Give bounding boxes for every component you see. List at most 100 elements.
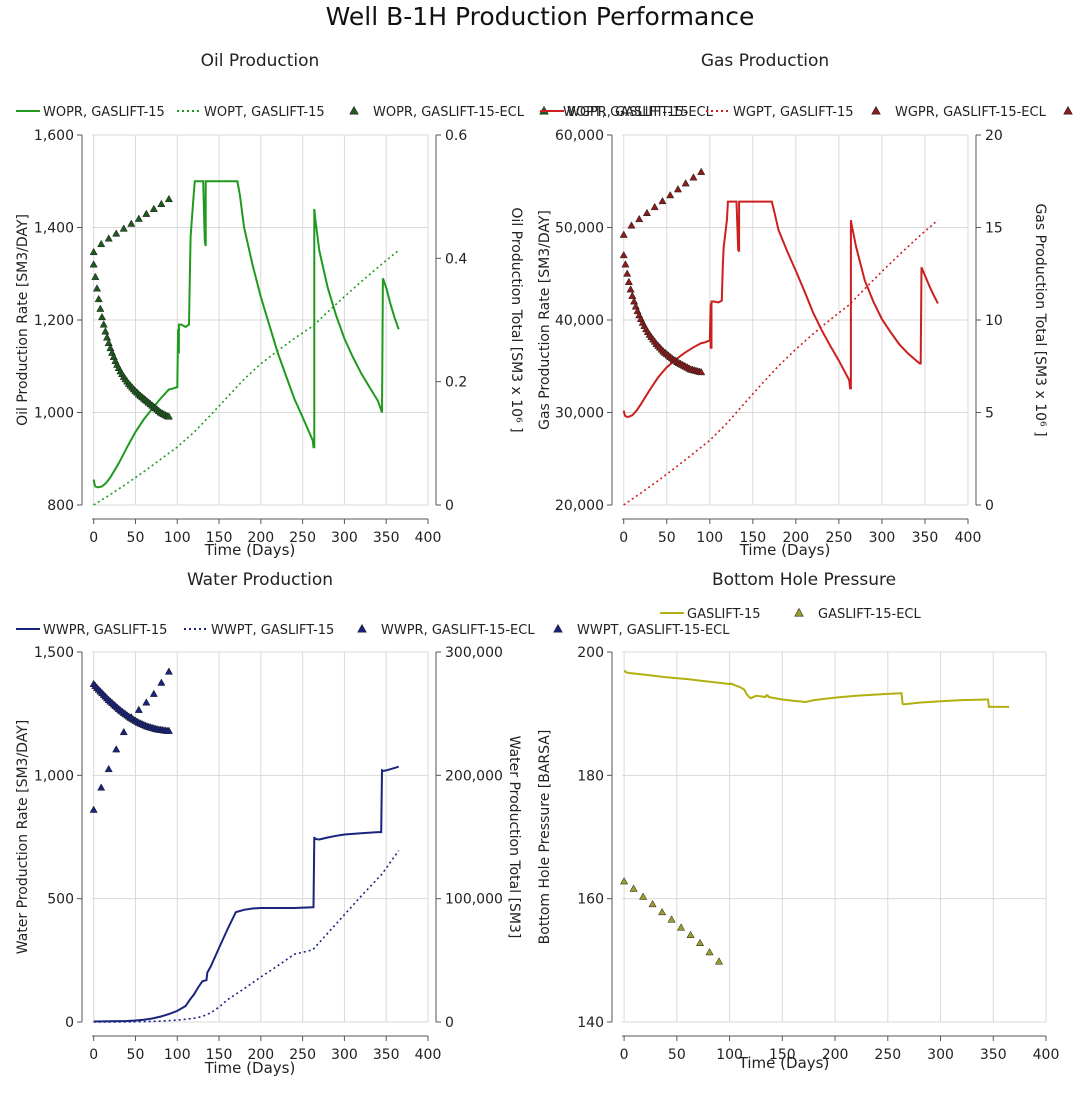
grid bbox=[92, 651, 429, 1023]
legend-marker-triangle bbox=[794, 607, 804, 617]
y-axis-label: Gas Production Rate [SM3/DAY] bbox=[537, 210, 553, 430]
legend-label: WWPT, GASLIFT-15-ECL bbox=[577, 623, 730, 638]
series-line bbox=[93, 850, 400, 1023]
legend-item: WGPT, GASLIFT-15 bbox=[706, 105, 854, 120]
legend-item: WOPR, GASLIFT-15-ECL bbox=[349, 105, 525, 120]
x-tick-label: 100 bbox=[696, 530, 723, 546]
data-point bbox=[89, 260, 98, 268]
data-point bbox=[164, 726, 173, 734]
legend-label: WOPR, GASLIFT-15-ECL bbox=[373, 105, 525, 120]
chart-bhp: Bottom Hole Pressure 0 50 100 150 200 250 300 35… bbox=[537, 570, 1059, 1072]
data-point bbox=[89, 247, 98, 256]
data-point bbox=[697, 367, 706, 376]
x-tick-label: 350 bbox=[912, 530, 939, 546]
data-point bbox=[127, 219, 136, 227]
data-point bbox=[635, 214, 644, 223]
y2-tick-label: 100,000 bbox=[445, 892, 503, 908]
legend-label: WWPR, GASLIFT-15 bbox=[43, 623, 167, 638]
x-tick-label: 250 bbox=[874, 1047, 901, 1063]
data-point bbox=[666, 190, 675, 199]
legend-label: GASLIFT-15-ECL bbox=[818, 607, 922, 622]
data-point bbox=[689, 173, 698, 181]
x-tick-label: 150 bbox=[206, 530, 233, 546]
legend-marker-triangle bbox=[1063, 105, 1073, 115]
data-point bbox=[94, 294, 103, 303]
series-WGPR, GASLIFT-15-ECL bbox=[619, 250, 706, 376]
y2-axis-label: Gas Production Total [SM3 x 10⁶ ] bbox=[1032, 203, 1048, 436]
x-tick-label: 400 bbox=[1033, 1047, 1060, 1063]
data-point bbox=[127, 713, 136, 721]
y-tick-label: 1,000 bbox=[34, 406, 74, 422]
legend-item: WGPR, GASLIFT-15-ECL bbox=[871, 105, 1047, 120]
x-tick-label: 350 bbox=[980, 1047, 1007, 1063]
y2-tick-label: 0 bbox=[445, 498, 454, 514]
legend-item: WGPR, GASLIFT-15 bbox=[540, 105, 689, 120]
data-point bbox=[619, 230, 628, 238]
data-point bbox=[681, 179, 690, 187]
data-point bbox=[705, 948, 714, 956]
data-point bbox=[164, 412, 173, 420]
legend-label: WWPT, GASLIFT-15 bbox=[211, 623, 334, 638]
data-point bbox=[642, 208, 651, 216]
data-point bbox=[157, 678, 166, 686]
legend-label: WGPR, GASLIFT-15 bbox=[567, 105, 689, 120]
chart-water: Water Production 0 50 100 150 200 250 300 350 400… bbox=[15, 570, 730, 1077]
x-tick-label: 300 bbox=[331, 530, 358, 546]
data-point bbox=[639, 892, 648, 900]
x-tick-label: 300 bbox=[331, 1047, 358, 1063]
plot-area bbox=[89, 667, 400, 1023]
data-point bbox=[104, 234, 113, 242]
data-point bbox=[101, 327, 110, 335]
y-tick-label: 50,000 bbox=[555, 221, 604, 237]
data-point bbox=[134, 214, 143, 222]
x-axis-label: Time (Days) bbox=[204, 541, 296, 559]
grid bbox=[622, 134, 969, 506]
data-point bbox=[697, 167, 706, 175]
legend-item: WOPR, GASLIFT-15 bbox=[16, 105, 165, 120]
x-tick-label: 200 bbox=[822, 1047, 849, 1063]
series-GASLIFT-15-ECL bbox=[620, 877, 724, 965]
y2-tick-label: 0.4 bbox=[445, 251, 467, 267]
data-point bbox=[142, 698, 151, 706]
y-tick-label: 800 bbox=[47, 498, 74, 514]
grid bbox=[92, 134, 429, 506]
chart-title: Water Production bbox=[187, 570, 333, 590]
series-line bbox=[624, 670, 1010, 708]
plot-area bbox=[89, 180, 400, 506]
series-WGPT, GASLIFT-15-ECL bbox=[619, 167, 706, 238]
x-tick-label: 50 bbox=[127, 1047, 145, 1063]
data-point bbox=[112, 745, 121, 753]
legend: GASLIFT-15 GASLIFT-15-ECL bbox=[660, 607, 922, 622]
series-WWPT, GASLIFT-15-ECL bbox=[89, 667, 173, 813]
legend-label: WOPT, GASLIFT-15-ECL bbox=[563, 105, 714, 120]
y2-tick-label: 20 bbox=[985, 128, 1003, 144]
chart-oil: Oil Production 0 50 100 150 200 250 300 350 400 Ti… bbox=[15, 51, 714, 559]
data-point bbox=[96, 304, 105, 312]
grid bbox=[622, 651, 1047, 1023]
legend-item: WWPT, GASLIFT-15-ECL bbox=[553, 623, 730, 638]
data-point bbox=[99, 320, 108, 328]
legend-label: WOPT, GASLIFT-15 bbox=[204, 105, 325, 120]
data-point bbox=[142, 209, 151, 217]
x-tick-label: 150 bbox=[206, 1047, 233, 1063]
data-point bbox=[112, 229, 121, 237]
x-tick-label: 100 bbox=[164, 1047, 191, 1063]
data-point bbox=[119, 727, 128, 736]
data-point bbox=[650, 202, 659, 211]
x-tick-label: 400 bbox=[955, 530, 982, 546]
data-point bbox=[92, 284, 102, 292]
legend-item: WWPR, GASLIFT-15 bbox=[16, 623, 167, 638]
x-tick-label: 350 bbox=[373, 530, 400, 546]
y-tick-label: 140 bbox=[577, 1015, 604, 1031]
data-point bbox=[104, 764, 113, 773]
y-tick-label: 500 bbox=[47, 892, 74, 908]
x-tick-label: 200 bbox=[247, 1047, 274, 1063]
series-WOPT, GASLIFT-15-ECL bbox=[89, 194, 173, 256]
y2-tick-label: 0.2 bbox=[445, 375, 467, 391]
y-tick-label: 200 bbox=[577, 645, 604, 661]
x-tick-label: 250 bbox=[289, 530, 316, 546]
legend-marker-triangle bbox=[349, 105, 359, 115]
y-axis-label: Bottom Hole Pressure [BARSA] bbox=[537, 730, 553, 945]
plot-area bbox=[620, 670, 1010, 965]
